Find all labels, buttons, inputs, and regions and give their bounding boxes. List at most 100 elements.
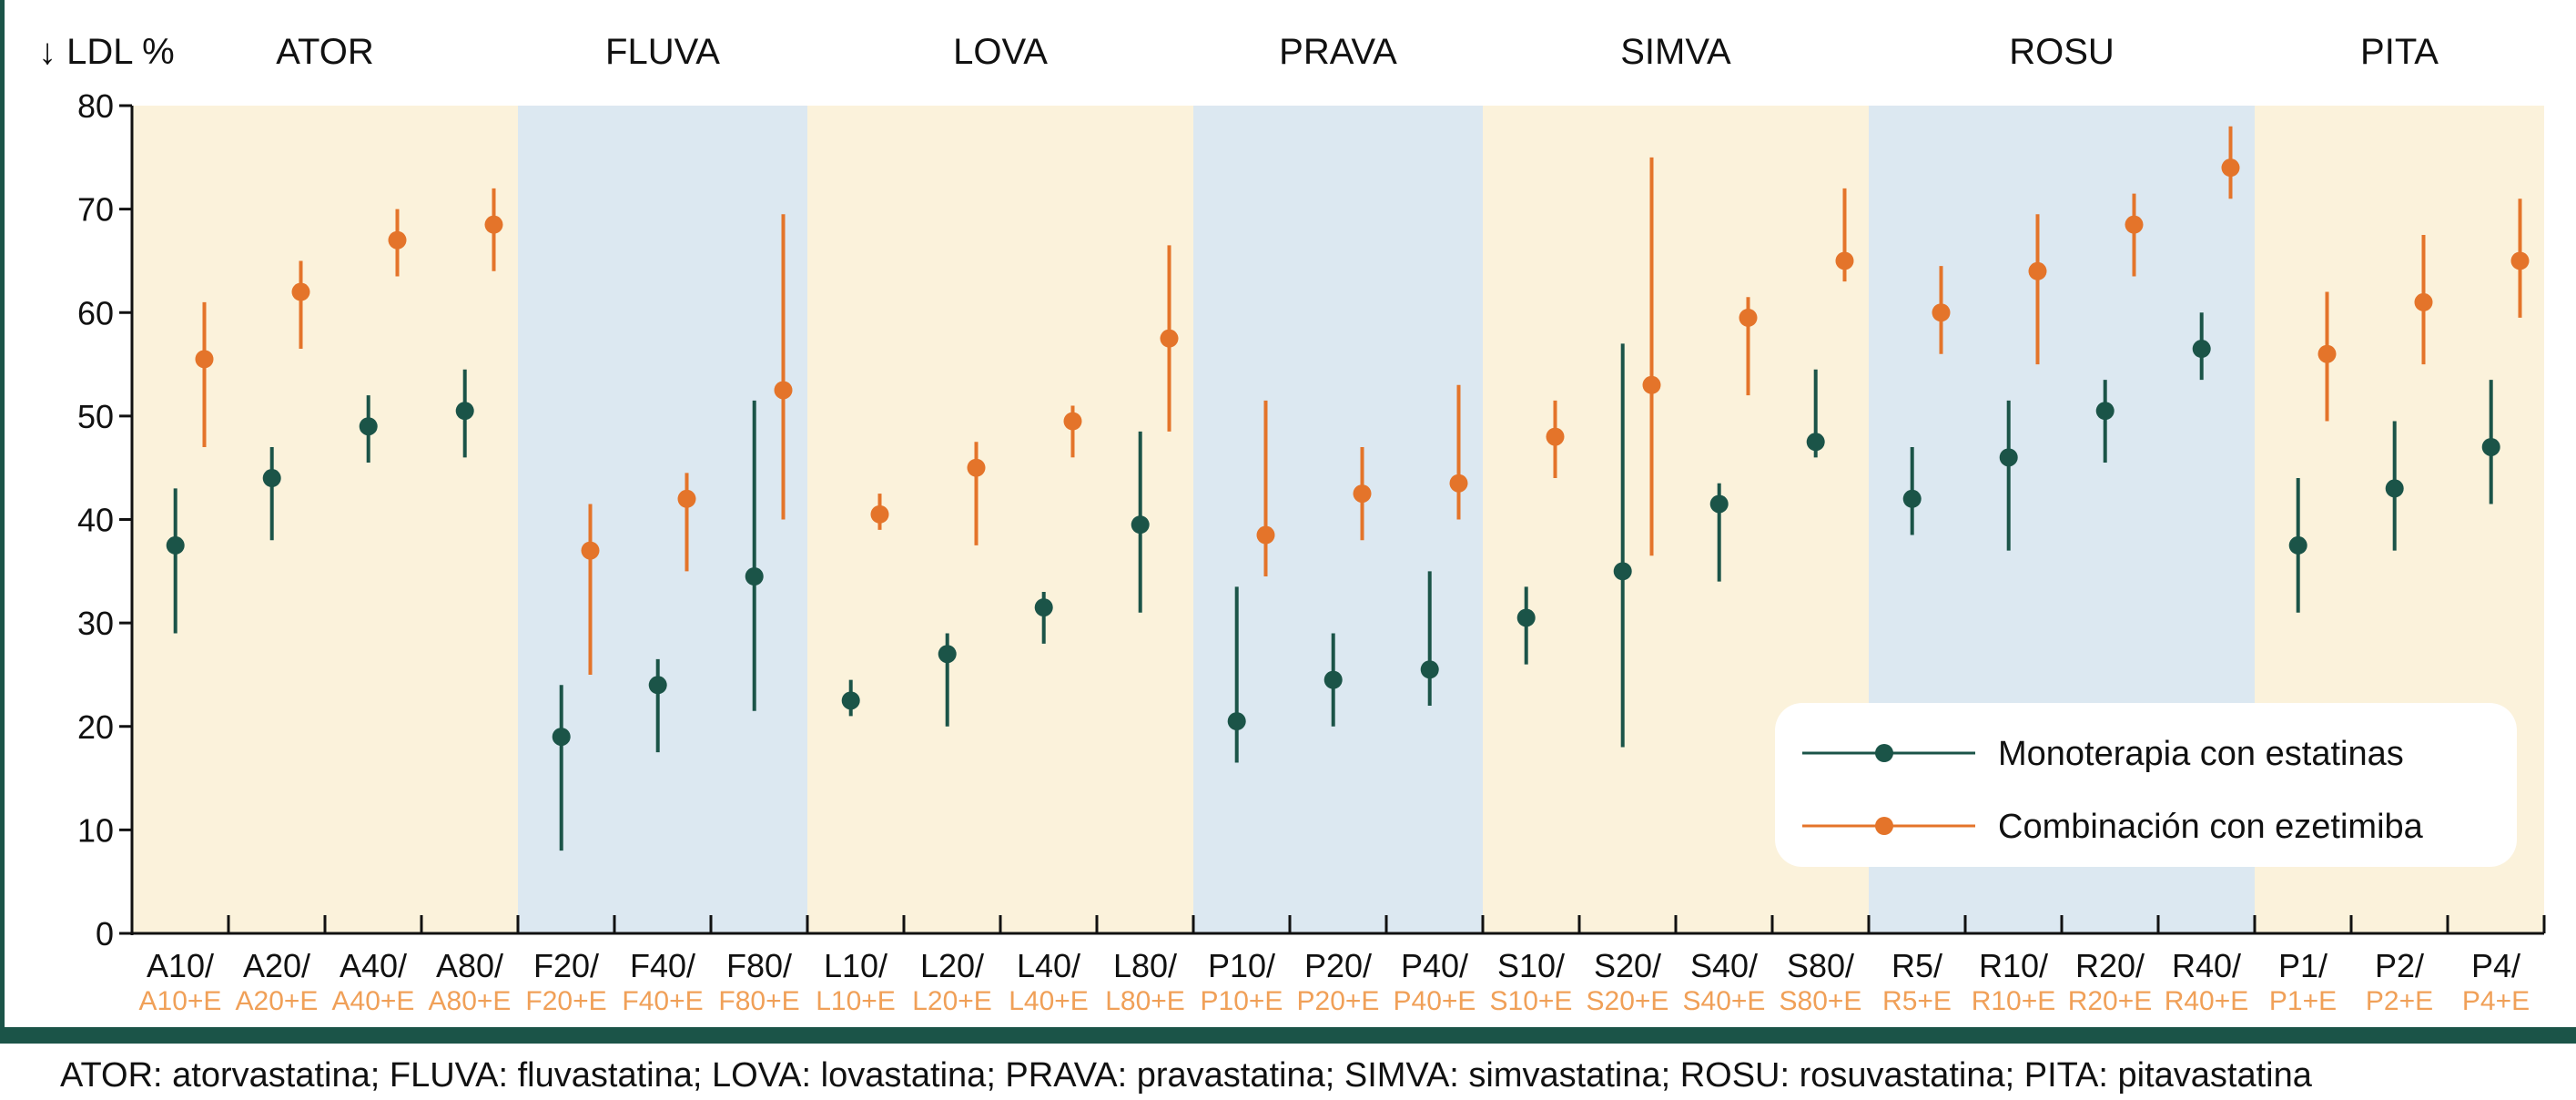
data-point	[1353, 484, 1372, 504]
x-tick-label-combo: R5+E	[1882, 986, 1952, 1016]
group-label: LOVA	[953, 32, 1048, 72]
data-point	[1063, 412, 1082, 431]
x-tick-label: F40/	[630, 947, 695, 984]
x-tick-label-combo: F40+E	[622, 986, 703, 1016]
data-point	[2028, 261, 2047, 280]
x-tick-label: L10/	[824, 947, 887, 984]
x-tick-label-combo: L80+E	[1105, 986, 1185, 1016]
x-tick-label: A40/	[340, 947, 407, 984]
data-point	[1160, 329, 1179, 348]
y-tick-label: 20	[77, 708, 114, 746]
data-point	[2317, 344, 2337, 363]
data-point	[581, 541, 600, 560]
x-tick-label-combo: S20+E	[1587, 986, 1669, 1016]
x-tick-label-combo: P2+E	[2366, 986, 2433, 1016]
x-tick-label: P1/	[2278, 947, 2328, 984]
data-point	[2288, 535, 2307, 555]
group-label: FLUVA	[605, 32, 720, 72]
x-tick-label: P40/	[1401, 947, 1468, 984]
x-tick-label-combo: A20+E	[236, 986, 319, 1016]
x-tick-label-combo: L40+E	[1009, 986, 1089, 1016]
group-label: ATOR	[276, 32, 373, 72]
data-point	[745, 566, 764, 586]
data-point	[1323, 670, 1343, 689]
data-point	[938, 645, 957, 664]
data-point	[2095, 402, 2115, 421]
y-tick-label: 10	[77, 811, 114, 849]
footnote: ATOR: atorvastatina; FLUVA: fluvastatina…	[60, 1056, 2312, 1095]
data-point	[2125, 215, 2144, 234]
x-tick-label: P10/	[1208, 947, 1275, 984]
data-point	[1806, 433, 1825, 452]
x-tick-label: P4/	[2471, 947, 2520, 984]
data-point	[841, 691, 860, 710]
data-point	[1420, 660, 1439, 679]
legend-label: Combinación con ezetimiba	[1998, 808, 2424, 846]
x-tick-label: A10/	[147, 947, 214, 984]
data-point	[2414, 292, 2433, 311]
data-point	[1256, 525, 1275, 545]
data-point	[455, 402, 474, 421]
data-point	[1932, 303, 1951, 322]
x-tick-label-combo: L20+E	[912, 986, 992, 1016]
data-point	[291, 282, 310, 301]
x-tick-label-combo: P40+E	[1394, 986, 1476, 1016]
x-tick-label: P2/	[2375, 947, 2424, 984]
group-band-fluva	[518, 106, 807, 933]
data-point	[677, 489, 696, 508]
data-point	[1613, 562, 1632, 581]
x-tick-label-combo: S10+E	[1490, 986, 1573, 1016]
data-point	[1642, 375, 1661, 394]
x-tick-label: R5/	[1891, 947, 1942, 984]
data-point	[1739, 308, 1758, 327]
x-tick-label: F80/	[726, 947, 792, 984]
data-point	[1709, 494, 1729, 514]
x-tick-label: L20/	[920, 947, 984, 984]
x-tick-label-combo: R20+E	[2068, 986, 2153, 1016]
x-tick-label-combo: A80+E	[429, 986, 512, 1016]
y-tick-label: 40	[77, 502, 114, 539]
data-point	[388, 230, 407, 250]
group-band-prava	[1193, 106, 1483, 933]
x-tick-label-combo: S80+E	[1780, 986, 1862, 1016]
legend-marker	[1875, 817, 1893, 835]
y-tick-label: 70	[77, 191, 114, 229]
y-tick-label: 0	[96, 915, 114, 952]
data-point	[166, 535, 185, 555]
x-tick-label-combo: P10+E	[1201, 986, 1283, 1016]
x-tick-label: P20/	[1304, 947, 1372, 984]
bottom-divider	[0, 1027, 2576, 1044]
data-point	[195, 350, 214, 369]
group-band-ator	[132, 106, 518, 933]
data-point	[1034, 598, 1053, 617]
data-point	[552, 728, 571, 747]
data-point	[1516, 608, 1536, 627]
data-point	[2510, 251, 2530, 270]
x-tick-label-combo: F80+E	[718, 986, 799, 1016]
group-label: PRAVA	[1279, 32, 1397, 72]
data-point	[967, 458, 986, 477]
x-tick-label: L80/	[1113, 947, 1177, 984]
group-label: ROSU	[2009, 32, 2115, 72]
x-tick-label-combo: S40+E	[1683, 986, 1766, 1016]
data-point	[359, 417, 378, 436]
data-point	[2481, 437, 2500, 456]
data-point	[2385, 479, 2404, 498]
x-tick-label: F20/	[533, 947, 599, 984]
left-border	[0, 0, 5, 1029]
x-tick-label-combo: L10+E	[816, 986, 896, 1016]
y-tick-label: 30	[77, 605, 114, 642]
data-point	[484, 215, 503, 234]
x-tick-label-combo: P1+E	[2269, 986, 2337, 1016]
x-tick-label: S80/	[1787, 947, 1854, 984]
data-point	[2192, 340, 2211, 359]
legend-label: Monoterapia con estatinas	[1998, 735, 2404, 773]
x-tick-label: S20/	[1594, 947, 1661, 984]
y-tick-label: 80	[77, 87, 114, 125]
x-tick-label-combo: F20+E	[525, 986, 606, 1016]
y-tick-label: 50	[77, 398, 114, 435]
data-point	[1546, 427, 1565, 446]
x-tick-label: R10/	[1979, 947, 2048, 984]
x-tick-label: L40/	[1017, 947, 1080, 984]
